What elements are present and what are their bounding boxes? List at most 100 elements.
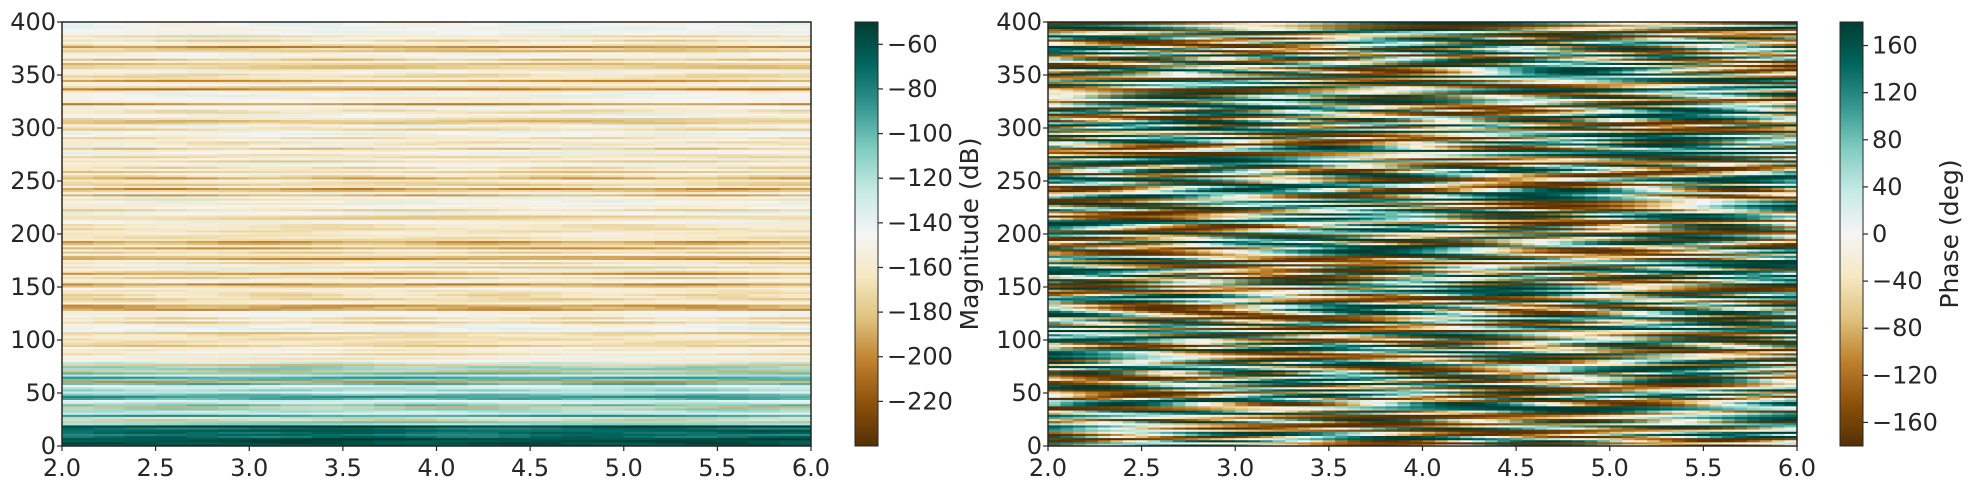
- heatmap-cell: [592, 49, 625, 53]
- heatmap-cell: [686, 320, 718, 324]
- heatmap-cell: [779, 393, 811, 396]
- heatmap-cell: [498, 416, 531, 420]
- heatmap-cell: [374, 250, 406, 254]
- heatmap-cell: [186, 62, 219, 65]
- heatmap-cell: [280, 297, 313, 301]
- heatmap-cell: [249, 24, 282, 27]
- heatmap-cell: [311, 72, 344, 76]
- heatmap-cell: [779, 426, 811, 430]
- heatmap-cell: [280, 329, 313, 333]
- heatmap-cell: [779, 405, 811, 409]
- heatmap-cell: [498, 140, 531, 144]
- heatmap-cell: [249, 147, 282, 150]
- heatmap-cell: [592, 125, 625, 129]
- heatmap-cell: [93, 278, 126, 282]
- heatmap-cell: [249, 155, 282, 159]
- heatmap-cell: [311, 303, 344, 307]
- heatmap-cell: [717, 289, 750, 292]
- heatmap-cell: [654, 115, 687, 118]
- heatmap-cell: [374, 420, 406, 424]
- heatmap-cell: [436, 181, 469, 184]
- heatmap-cell: [93, 142, 126, 146]
- heatmap-cell: [342, 151, 375, 155]
- heatmap-cell: [498, 390, 531, 394]
- heatmap-cell: [93, 344, 126, 347]
- heatmap-cell: [623, 111, 656, 114]
- heatmap-cell: [436, 227, 469, 231]
- heatmap-cell: [249, 210, 282, 214]
- heatmap-cell: [530, 128, 562, 131]
- heatmap-cell: [374, 191, 406, 195]
- heatmap-cell: [779, 257, 811, 261]
- heatmap-cell: [686, 98, 718, 102]
- heatmap-cell: [717, 66, 750, 70]
- heatmap-cell: [374, 100, 406, 104]
- heatmap-cell: [654, 371, 687, 375]
- heatmap-cell: [467, 356, 500, 360]
- heatmap-cell: [436, 161, 469, 165]
- heatmap-cell: [311, 443, 344, 446]
- heatmap-cell: [436, 147, 469, 150]
- heatmap-cell: [498, 238, 531, 241]
- heatmap-cell: [592, 405, 625, 409]
- heatmap-cell: [779, 178, 811, 182]
- heatmap-cell: [717, 393, 750, 396]
- heatmap-cell: [686, 276, 718, 280]
- heatmap-cell: [1734, 443, 1748, 446]
- heatmap-cell: [498, 68, 531, 72]
- heatmap-cell: [467, 382, 500, 386]
- heatmap-cell: [592, 265, 625, 269]
- heatmap-cell: [374, 26, 406, 29]
- heatmap-cell: [311, 181, 344, 184]
- heatmap-cell: [62, 393, 94, 396]
- heatmap-cell: [249, 83, 282, 87]
- heatmap-cell: [405, 403, 438, 407]
- heatmap-cell: [374, 49, 406, 53]
- heatmap-cell: [436, 306, 469, 309]
- heatmap-cell: [405, 386, 438, 390]
- heatmap-cell: [436, 144, 469, 148]
- heatmap-cell: [62, 34, 94, 38]
- heatmap-cell: [748, 178, 781, 182]
- heatmap-cell: [467, 130, 500, 133]
- heatmap-cell: [623, 119, 656, 123]
- heatmap-cell: [717, 142, 750, 146]
- heatmap-cell: [561, 36, 594, 40]
- heatmap-cell: [654, 38, 687, 42]
- x-tick-label: 2.0: [43, 454, 81, 482]
- heatmap-cell: [561, 314, 594, 318]
- heatmap-cell: [748, 414, 781, 417]
- heatmap-cell: [686, 181, 718, 184]
- heatmap-cell: [467, 378, 500, 381]
- heatmap-cell: [686, 72, 718, 76]
- heatmap-cell: [62, 367, 94, 371]
- heatmap-cell: [498, 325, 531, 328]
- heatmap-cell: [530, 378, 562, 381]
- heatmap-cell: [342, 28, 375, 32]
- heatmap-cell: [592, 340, 625, 343]
- heatmap-cell: [498, 297, 531, 301]
- heatmap-cell: [1572, 441, 1586, 445]
- heatmap-cell: [592, 320, 625, 324]
- heatmap-cell: [311, 206, 344, 210]
- heatmap-cell: [592, 121, 625, 125]
- heatmap-cell: [654, 94, 687, 97]
- heatmap-cell: [623, 293, 656, 297]
- heatmap-cell: [93, 197, 126, 201]
- heatmap-cell: [530, 287, 562, 290]
- heatmap-cell: [218, 24, 250, 27]
- heatmap-cell: [124, 89, 157, 93]
- heatmap-cell: [654, 153, 687, 157]
- heatmap-cell: [62, 420, 94, 424]
- heatmap-cell: [467, 34, 500, 38]
- heatmap-cell: [155, 301, 188, 305]
- heatmap-cell: [498, 115, 531, 118]
- heatmap-cell: [530, 79, 562, 82]
- heatmap-cell: [717, 106, 750, 110]
- heatmap-cell: [623, 79, 656, 82]
- heatmap-cell: [186, 378, 219, 381]
- heatmap-cell: [155, 140, 188, 144]
- heatmap-cell: [748, 98, 781, 102]
- heatmap-cell: [467, 229, 500, 233]
- heatmap-cell: [62, 106, 94, 110]
